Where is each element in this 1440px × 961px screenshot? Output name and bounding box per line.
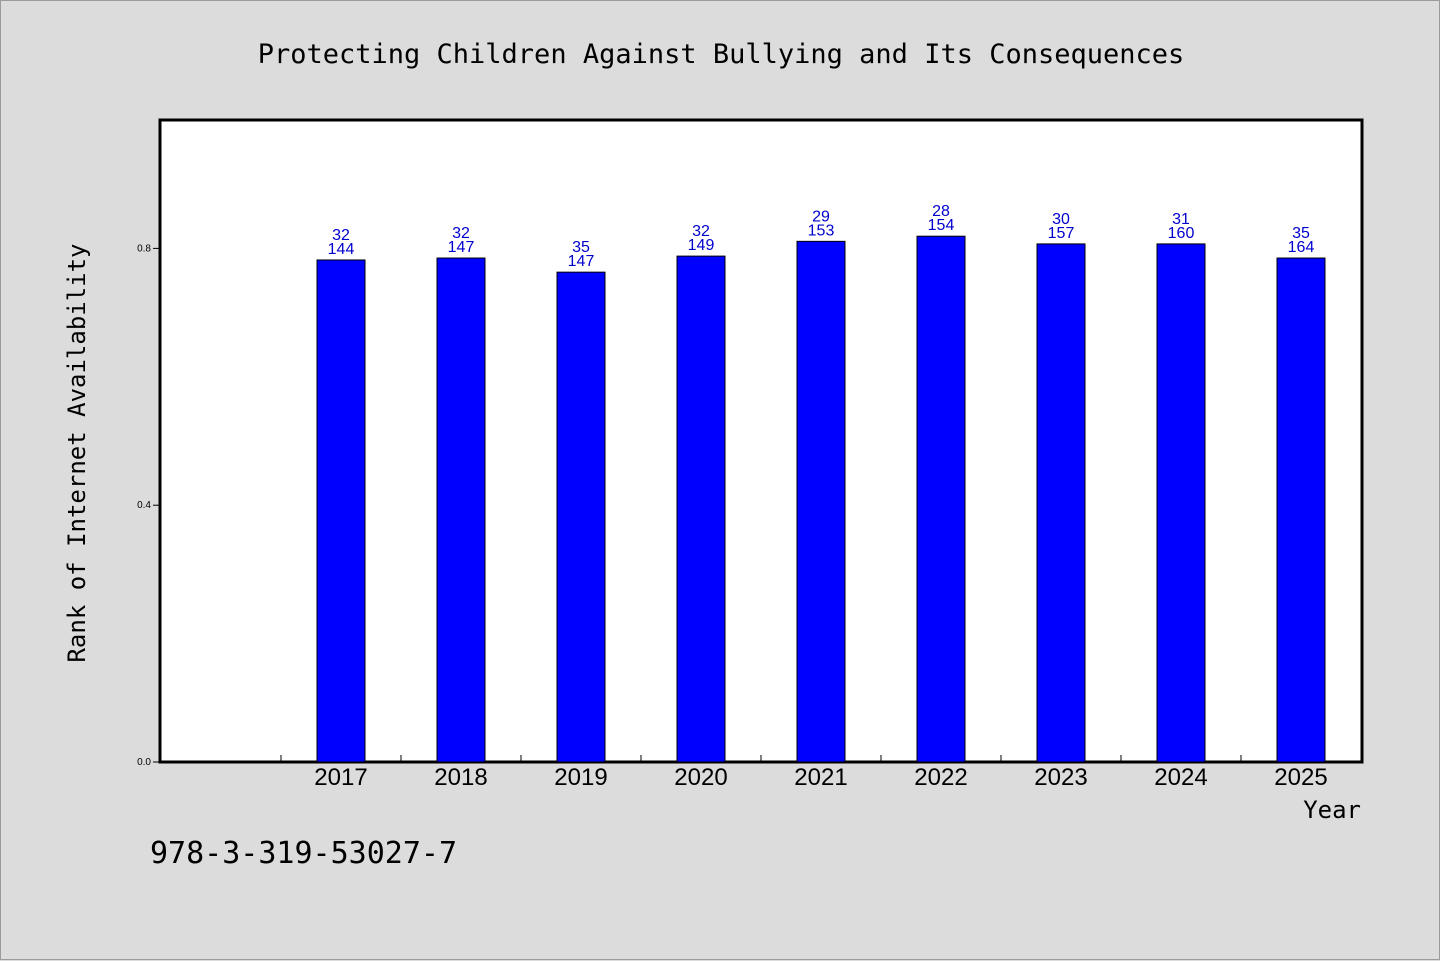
- y-tick-label: 0.4: [137, 500, 151, 511]
- data-label-bottom: 164: [1288, 239, 1315, 256]
- x-tick-label: 2022: [914, 764, 967, 791]
- data-label-top: 32: [692, 223, 710, 240]
- y-axis-label: Rank of Internet Availability: [63, 243, 91, 662]
- x-axis-label: Year: [1303, 796, 1361, 824]
- bar-series: [316, 235, 1326, 763]
- data-label-bottom: 154: [928, 217, 955, 234]
- bar-2018: [436, 257, 486, 763]
- x-tick-label: 2018: [434, 764, 487, 791]
- data-label-bottom: 149: [688, 237, 715, 254]
- bar-2025: [1276, 257, 1326, 763]
- data-label-bottom: 147: [568, 253, 595, 270]
- data-label-top: 29: [812, 208, 830, 225]
- data-label-bottom: 157: [1048, 225, 1075, 242]
- x-axis: 2017 2018 2019 2020 2021 2022 2023 2024 2025: [280, 755, 1362, 791]
- chart-title: Protecting Children Against Bullying and…: [258, 39, 1185, 70]
- y-tick-label: 0.0: [137, 757, 151, 768]
- x-tick-label: 2017: [314, 764, 367, 791]
- bar-2021: [796, 240, 846, 763]
- data-label-bottom: 147: [448, 239, 475, 256]
- data-label-top: 32: [332, 227, 350, 244]
- y-axis: 0.0 0.4 0.8: [137, 243, 160, 768]
- bar-2024: [1156, 243, 1206, 763]
- x-tick-label: 2020: [674, 764, 727, 791]
- data-label-bottom: 144: [328, 241, 355, 258]
- data-label-bottom: 153: [808, 222, 835, 239]
- data-label-bottom: 160: [1168, 225, 1195, 242]
- y-tick-label: 0.8: [137, 243, 151, 254]
- bar-2023: [1036, 243, 1086, 763]
- data-label-top: 28: [932, 203, 950, 220]
- bar-2017: [316, 259, 366, 763]
- data-label-top: 35: [572, 239, 590, 256]
- isbn-code: 978-3-319-53027-7: [150, 836, 457, 871]
- x-tick-label: 2021: [794, 764, 847, 791]
- x-tick-label: 2019: [554, 764, 607, 791]
- bar-2020: [676, 255, 726, 763]
- bar-2019: [556, 271, 606, 763]
- x-tick-label: 2025: [1274, 764, 1327, 791]
- data-label-top: 35: [1292, 225, 1310, 242]
- data-label-top: 30: [1052, 211, 1070, 228]
- data-label-top: 31: [1172, 211, 1190, 228]
- x-tick-label: 2024: [1154, 764, 1207, 791]
- x-tick-label: 2023: [1034, 764, 1087, 791]
- bar-2022: [916, 235, 966, 763]
- data-label-top: 32: [452, 225, 470, 242]
